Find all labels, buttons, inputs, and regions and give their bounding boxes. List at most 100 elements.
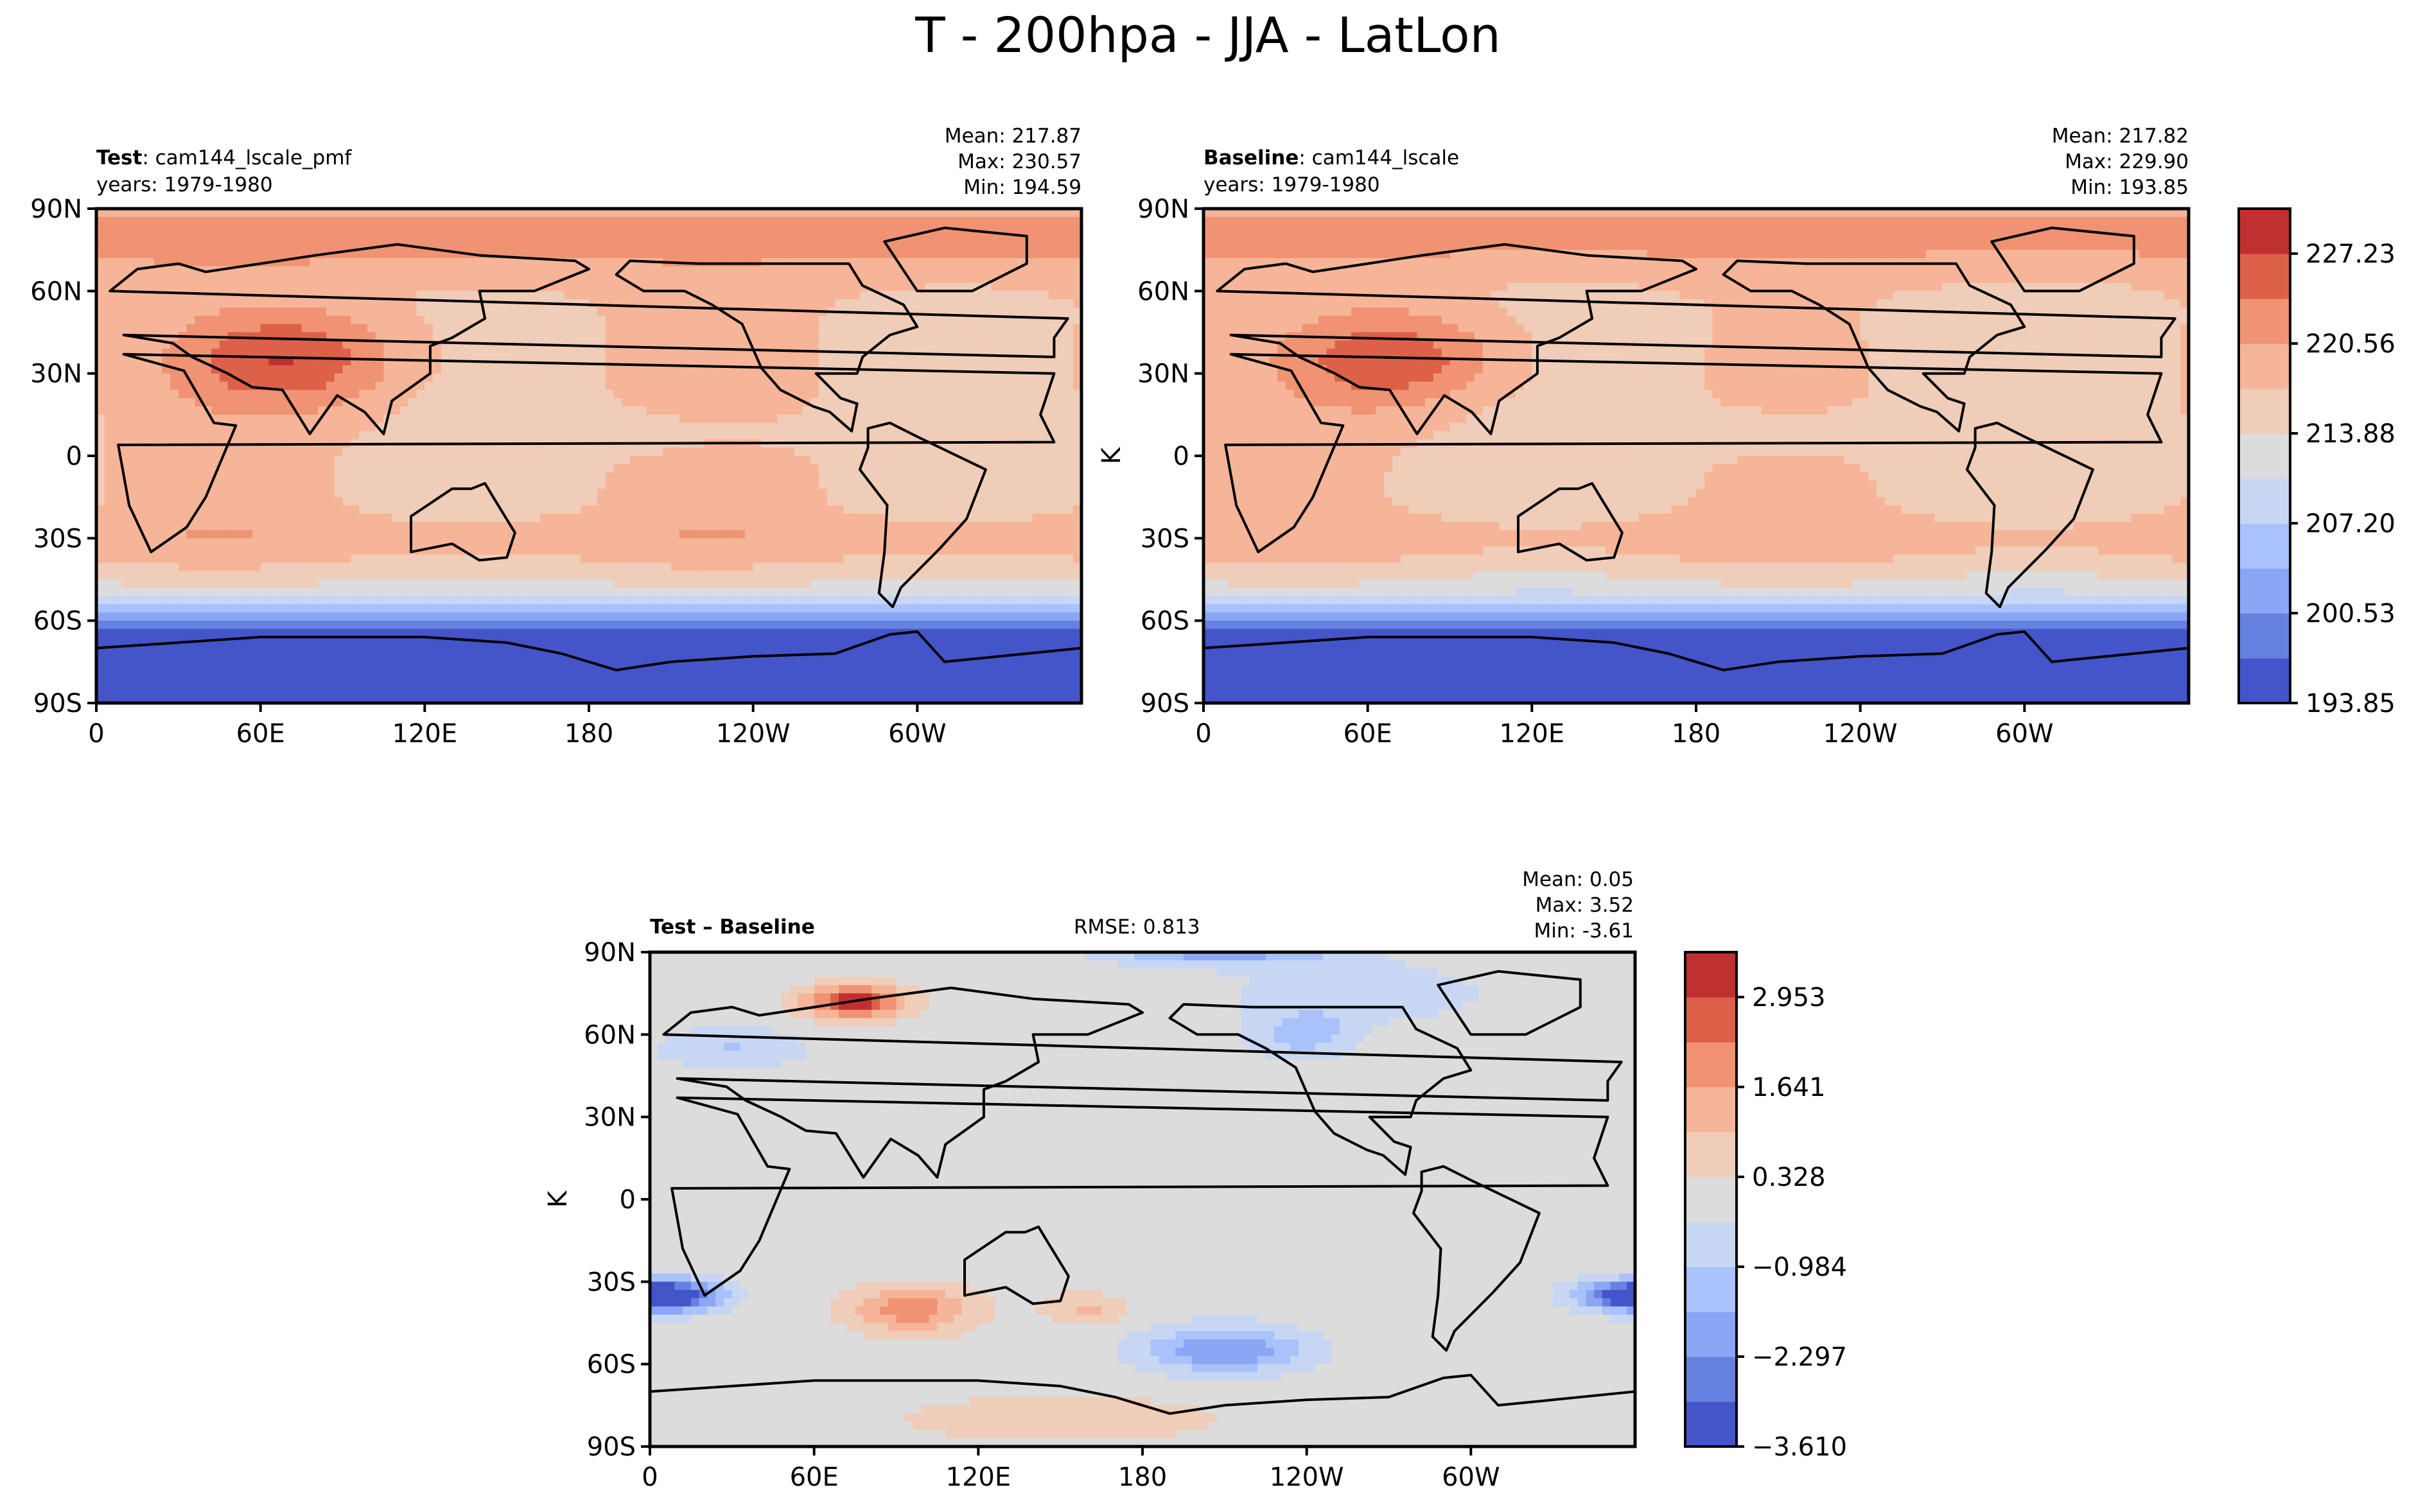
test-cell [178, 282, 188, 292]
test-cell [925, 357, 934, 366]
test-cell [629, 365, 639, 374]
test-cell [351, 497, 360, 506]
test-cell [408, 225, 417, 234]
test-cell [597, 250, 606, 259]
test-cell [1040, 538, 1049, 547]
test-cell [449, 464, 459, 473]
test-cell [121, 505, 130, 514]
test-cell [375, 538, 385, 547]
test-cell [572, 324, 582, 333]
test-cell [941, 274, 951, 284]
test-cell [375, 489, 385, 498]
test-cell [162, 308, 171, 317]
test-cell [917, 521, 926, 531]
test-cell [933, 398, 943, 407]
test-cell [950, 390, 959, 399]
test-cell [359, 464, 368, 473]
test-cell [712, 282, 721, 292]
test-cell [687, 489, 696, 498]
test-cell [744, 398, 754, 407]
test-cell [1007, 439, 1017, 448]
test-cell [581, 414, 590, 424]
test-cell [654, 216, 663, 226]
test-cell [974, 209, 984, 218]
test-cell [778, 299, 787, 308]
test-cell [670, 538, 680, 547]
test-cell [1048, 390, 1058, 399]
test-cell [392, 209, 401, 218]
test-cell [868, 521, 877, 531]
test-cell [744, 480, 754, 490]
test-cell [112, 497, 122, 506]
test-cell [334, 209, 344, 218]
test-cell [457, 431, 467, 440]
test-cell [564, 456, 573, 465]
test-cell [441, 406, 450, 415]
test-cell [753, 225, 762, 234]
test-cell [1007, 422, 1017, 432]
test-cell [1065, 398, 1074, 407]
test-cell [654, 324, 663, 333]
test-cell [737, 464, 746, 473]
test-cell [843, 233, 852, 243]
test-cell [548, 480, 557, 490]
test-cell [129, 406, 138, 415]
test-cell [211, 282, 220, 292]
test-cell [556, 456, 565, 465]
test-cell [457, 497, 467, 506]
test-cell [941, 414, 951, 424]
test-cell [1040, 431, 1049, 440]
test-cell [162, 373, 171, 383]
test-cell [277, 216, 286, 226]
test-cell [1073, 390, 1081, 399]
test-cell [843, 530, 852, 539]
test-cell [670, 332, 680, 342]
test-cell [712, 357, 721, 366]
test-cell [941, 530, 951, 539]
test-cell [613, 538, 622, 547]
baseline-stats: Mean: 217.82 Max: 229.90 Min: 193.85 [1942, 123, 2189, 200]
test-cell [490, 365, 500, 374]
test-cell [121, 406, 130, 415]
test-cell [96, 357, 105, 366]
test-cell [498, 315, 507, 325]
test-cell [104, 530, 114, 539]
test-cell [425, 480, 433, 490]
test-cell [96, 497, 105, 506]
test-cell [137, 489, 146, 498]
test-cell [884, 216, 893, 226]
test-cell [933, 497, 943, 506]
test-cell [589, 497, 598, 506]
test-cell [629, 480, 639, 490]
test-cell [958, 497, 967, 506]
test-cell [950, 422, 959, 432]
test-cell [326, 315, 335, 325]
test-cell [761, 299, 771, 308]
test-cell [96, 225, 105, 234]
test-cell [597, 431, 606, 440]
test-cell [96, 315, 105, 325]
test-cell [720, 431, 730, 440]
test-cell [696, 480, 705, 490]
test-cell [367, 448, 376, 456]
test-cell [318, 282, 327, 292]
test-cell [687, 299, 696, 308]
test-cell [392, 258, 401, 267]
test-cell [712, 291, 721, 300]
test-cell [564, 513, 573, 523]
test-cell [186, 497, 196, 506]
test-cell [810, 489, 819, 498]
test-cell [359, 521, 368, 531]
test-cell [285, 464, 294, 473]
test-cell [449, 365, 459, 374]
test-cell [892, 398, 902, 407]
test-cell [1007, 299, 1017, 308]
test-cell [548, 398, 557, 407]
test-cell [203, 472, 212, 482]
test-cell [531, 274, 541, 284]
test-cell [991, 282, 1000, 292]
test-cell [728, 381, 737, 391]
test-cell [203, 216, 212, 226]
test-cell [794, 489, 803, 498]
test-cell [375, 274, 385, 284]
